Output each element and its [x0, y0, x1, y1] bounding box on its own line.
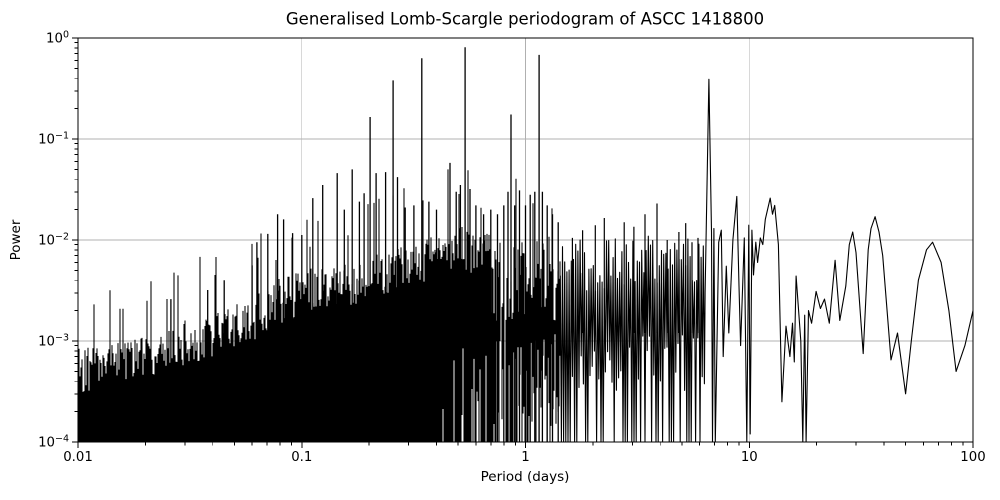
- chart-title: Generalised Lomb-Scargle periodogram of …: [285, 9, 765, 29]
- tick-labels: 0.01 0.1 1 10 100 100 10−1 10−2 10−3 10−4: [38, 30, 986, 466]
- y-tick-label: 10−1: [38, 131, 69, 148]
- spectrum-line: [559, 78, 974, 443]
- y-tick-label: 10−4: [38, 434, 69, 451]
- x-tick-label: 0.1: [291, 450, 312, 465]
- x-tick-label: 100: [960, 450, 985, 465]
- x-tick-label: 10: [741, 450, 758, 465]
- y-tick-label: 10−3: [38, 333, 69, 350]
- x-tick-label: 0.01: [63, 450, 93, 465]
- y-tick-label: 10−2: [38, 232, 69, 249]
- y-axis-label: Power: [8, 219, 24, 261]
- axis-ticks: [72, 37, 974, 448]
- x-tick-label: 1: [521, 450, 529, 465]
- y-tick-label: 100: [46, 30, 69, 47]
- comb-region: [77, 169, 561, 442]
- x-axis-label: Period (days): [480, 469, 570, 485]
- major-peak-lines: [170, 47, 559, 442]
